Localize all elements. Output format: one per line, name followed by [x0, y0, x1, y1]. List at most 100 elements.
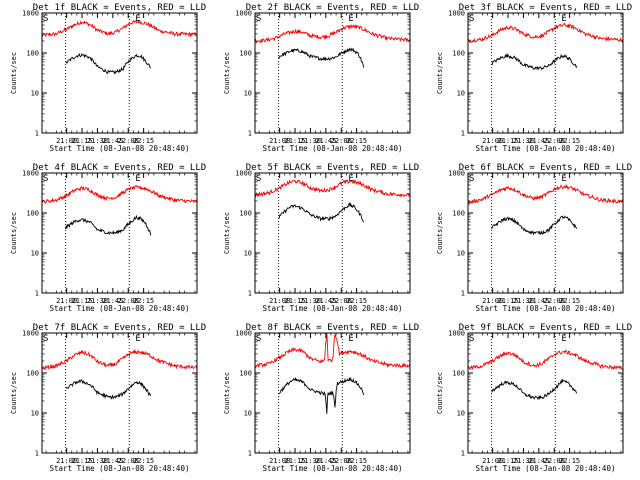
- y-tick-label: 1: [248, 290, 252, 298]
- x-tick-label: 21:00: [269, 457, 290, 465]
- x-tick-label: 22:15: [346, 297, 367, 305]
- y-tick-label: 1: [461, 450, 465, 458]
- y-tick-label: 100: [239, 210, 252, 218]
- y-tick-label: 10: [31, 90, 39, 98]
- series-line-lld: [468, 349, 623, 371]
- axes-frame: [467, 12, 624, 134]
- x-axis-label: Start Time (08-Jan-08 20:48:40): [50, 144, 190, 153]
- x-tick-label: 21:15: [284, 137, 305, 145]
- plot-area: [42, 19, 197, 75]
- x-axis-label: Start Time (08-Jan-08 20:48:40): [50, 464, 190, 473]
- y-tick-label: 1000: [22, 10, 39, 18]
- x-tick-label: 22:15: [346, 457, 367, 465]
- x-tick-label: 21:30: [513, 457, 534, 465]
- series-line-lld: [468, 22, 623, 44]
- x-tick-label: 21:00: [482, 457, 503, 465]
- y-tick-label: 1: [461, 130, 465, 138]
- x-tick-label: 21:00: [56, 137, 77, 145]
- y-tick-label: 1: [35, 450, 39, 458]
- series-line-lld: [42, 185, 197, 205]
- panel-title: Det 5f BLACK = Events, RED = LLD: [246, 163, 419, 173]
- series-line-events: [278, 202, 365, 223]
- y-tick-label: 10: [31, 410, 39, 418]
- x-tick-label: 22:00: [118, 137, 139, 145]
- series-line-lld: [255, 179, 410, 198]
- series-line-lld: [468, 183, 623, 206]
- x-axis-label: Start Time (08-Jan-08 20:48:40): [263, 304, 403, 313]
- y-tick-label: 1000: [448, 330, 465, 338]
- panel-title: Det 1f BLACK = Events, RED = LLD: [33, 3, 206, 13]
- y-tick-label: 1000: [22, 330, 39, 338]
- plot-area: [255, 179, 410, 223]
- y-tick-label: 1000: [448, 170, 465, 178]
- axes-frame: [254, 172, 411, 294]
- y-axis-label: Counts/sec: [436, 372, 444, 414]
- x-tick-label: 21:45: [315, 297, 336, 305]
- x-axis-label: Start Time (08-Jan-08 20:48:40): [476, 304, 616, 313]
- y-tick-label: 100: [26, 370, 39, 378]
- y-tick-label: 10: [457, 410, 465, 418]
- y-tick-label: 1000: [235, 170, 252, 178]
- x-tick-label: 22:15: [133, 137, 154, 145]
- x-axis-label: Start Time (08-Jan-08 20:48:40): [476, 464, 616, 473]
- y-axis-label: Counts/sec: [10, 372, 18, 414]
- panel-title: Det 3f BLACK = Events, RED = LLD: [459, 3, 632, 13]
- y-tick-label: 1000: [22, 170, 39, 178]
- y-tick-label: 10: [457, 90, 465, 98]
- series-line-events: [278, 47, 365, 68]
- x-tick-label: 22:15: [133, 297, 154, 305]
- plot-area: [42, 349, 197, 400]
- marker-e: E: [135, 14, 140, 24]
- x-tick-label: 22:00: [331, 297, 352, 305]
- x-tick-label: 21:15: [497, 297, 518, 305]
- x-tick-label: 22:00: [331, 137, 352, 145]
- x-tick-label: 22:15: [346, 137, 367, 145]
- y-axis-label: Counts/sec: [223, 212, 231, 254]
- x-tick-label: 21:30: [87, 137, 108, 145]
- marker-s: S: [256, 174, 261, 184]
- x-axis-label: Start Time (08-Jan-08 20:48:40): [263, 144, 403, 153]
- x-tick-label: 21:00: [269, 297, 290, 305]
- panel-title: Det 7f BLACK = Events, RED = LLD: [33, 323, 206, 333]
- x-axis-label: Start Time (08-Jan-08 20:48:40): [476, 144, 616, 153]
- x-tick-label: 21:00: [56, 457, 77, 465]
- x-tick-label: 21:30: [513, 137, 534, 145]
- y-tick-label: 1: [461, 290, 465, 298]
- marker-e: E: [135, 174, 140, 184]
- marker-e: E: [561, 334, 566, 344]
- x-tick-label: 21:15: [284, 297, 305, 305]
- x-axis-label: Start Time (08-Jan-08 20:48:40): [263, 464, 403, 473]
- y-tick-label: 100: [239, 50, 252, 58]
- x-tick-label: 22:15: [559, 297, 580, 305]
- marker-s: S: [469, 174, 474, 184]
- x-tick-label: 22:00: [331, 457, 352, 465]
- plot-area: [468, 22, 623, 72]
- panel-title: Det 2f BLACK = Events, RED = LLD: [246, 3, 419, 13]
- panel-title: Det 6f BLACK = Events, RED = LLD: [459, 163, 632, 173]
- plot-area: [255, 333, 410, 414]
- x-tick-label: 21:45: [315, 457, 336, 465]
- y-tick-label: 1000: [235, 10, 252, 18]
- x-tick-label: 21:00: [269, 137, 290, 145]
- x-tick-label: 21:30: [300, 457, 321, 465]
- x-tick-label: 21:00: [482, 297, 503, 305]
- panel-title: Det 4f BLACK = Events, RED = LLD: [33, 163, 206, 173]
- series-line-events: [278, 376, 365, 414]
- series-line-lld: [42, 19, 197, 38]
- series-line-lld: [255, 333, 410, 369]
- y-tick-label: 1000: [235, 330, 252, 338]
- x-tick-label: 21:15: [71, 297, 92, 305]
- axes-frame: [467, 172, 624, 294]
- x-tick-label: 22:00: [544, 137, 565, 145]
- y-tick-label: 10: [244, 250, 252, 258]
- plot-area: [42, 185, 197, 236]
- x-tick-label: 21:15: [497, 137, 518, 145]
- plot-area: [255, 24, 410, 68]
- y-tick-label: 100: [239, 370, 252, 378]
- x-tick-label: 21:30: [300, 137, 321, 145]
